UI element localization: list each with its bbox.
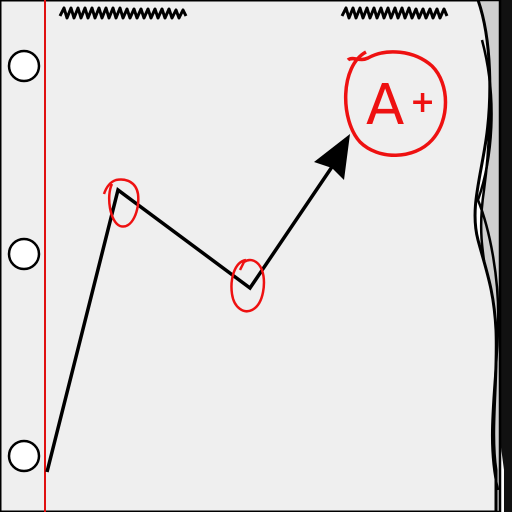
valley-circle-mark: [230, 258, 266, 313]
grade-circle-icon: A +: [343, 50, 448, 157]
zigzag-line-icon: [45, 157, 340, 473]
arrowhead-icon: [314, 134, 350, 180]
binder-hole-icon: [7, 237, 41, 271]
scribble-icon: [58, 6, 188, 20]
scribble-icon: [340, 6, 449, 20]
paper-curl: [476, 39, 500, 491]
peak-circle-mark: [102, 178, 140, 228]
grade-modifier: +: [410, 85, 435, 120]
paper-sheet: [0, 0, 498, 512]
binder-hole-icon: [7, 49, 41, 83]
grade-circle-ring: [343, 50, 448, 157]
binder-hole-icon: [7, 439, 41, 473]
grade-letter: A: [366, 73, 404, 138]
